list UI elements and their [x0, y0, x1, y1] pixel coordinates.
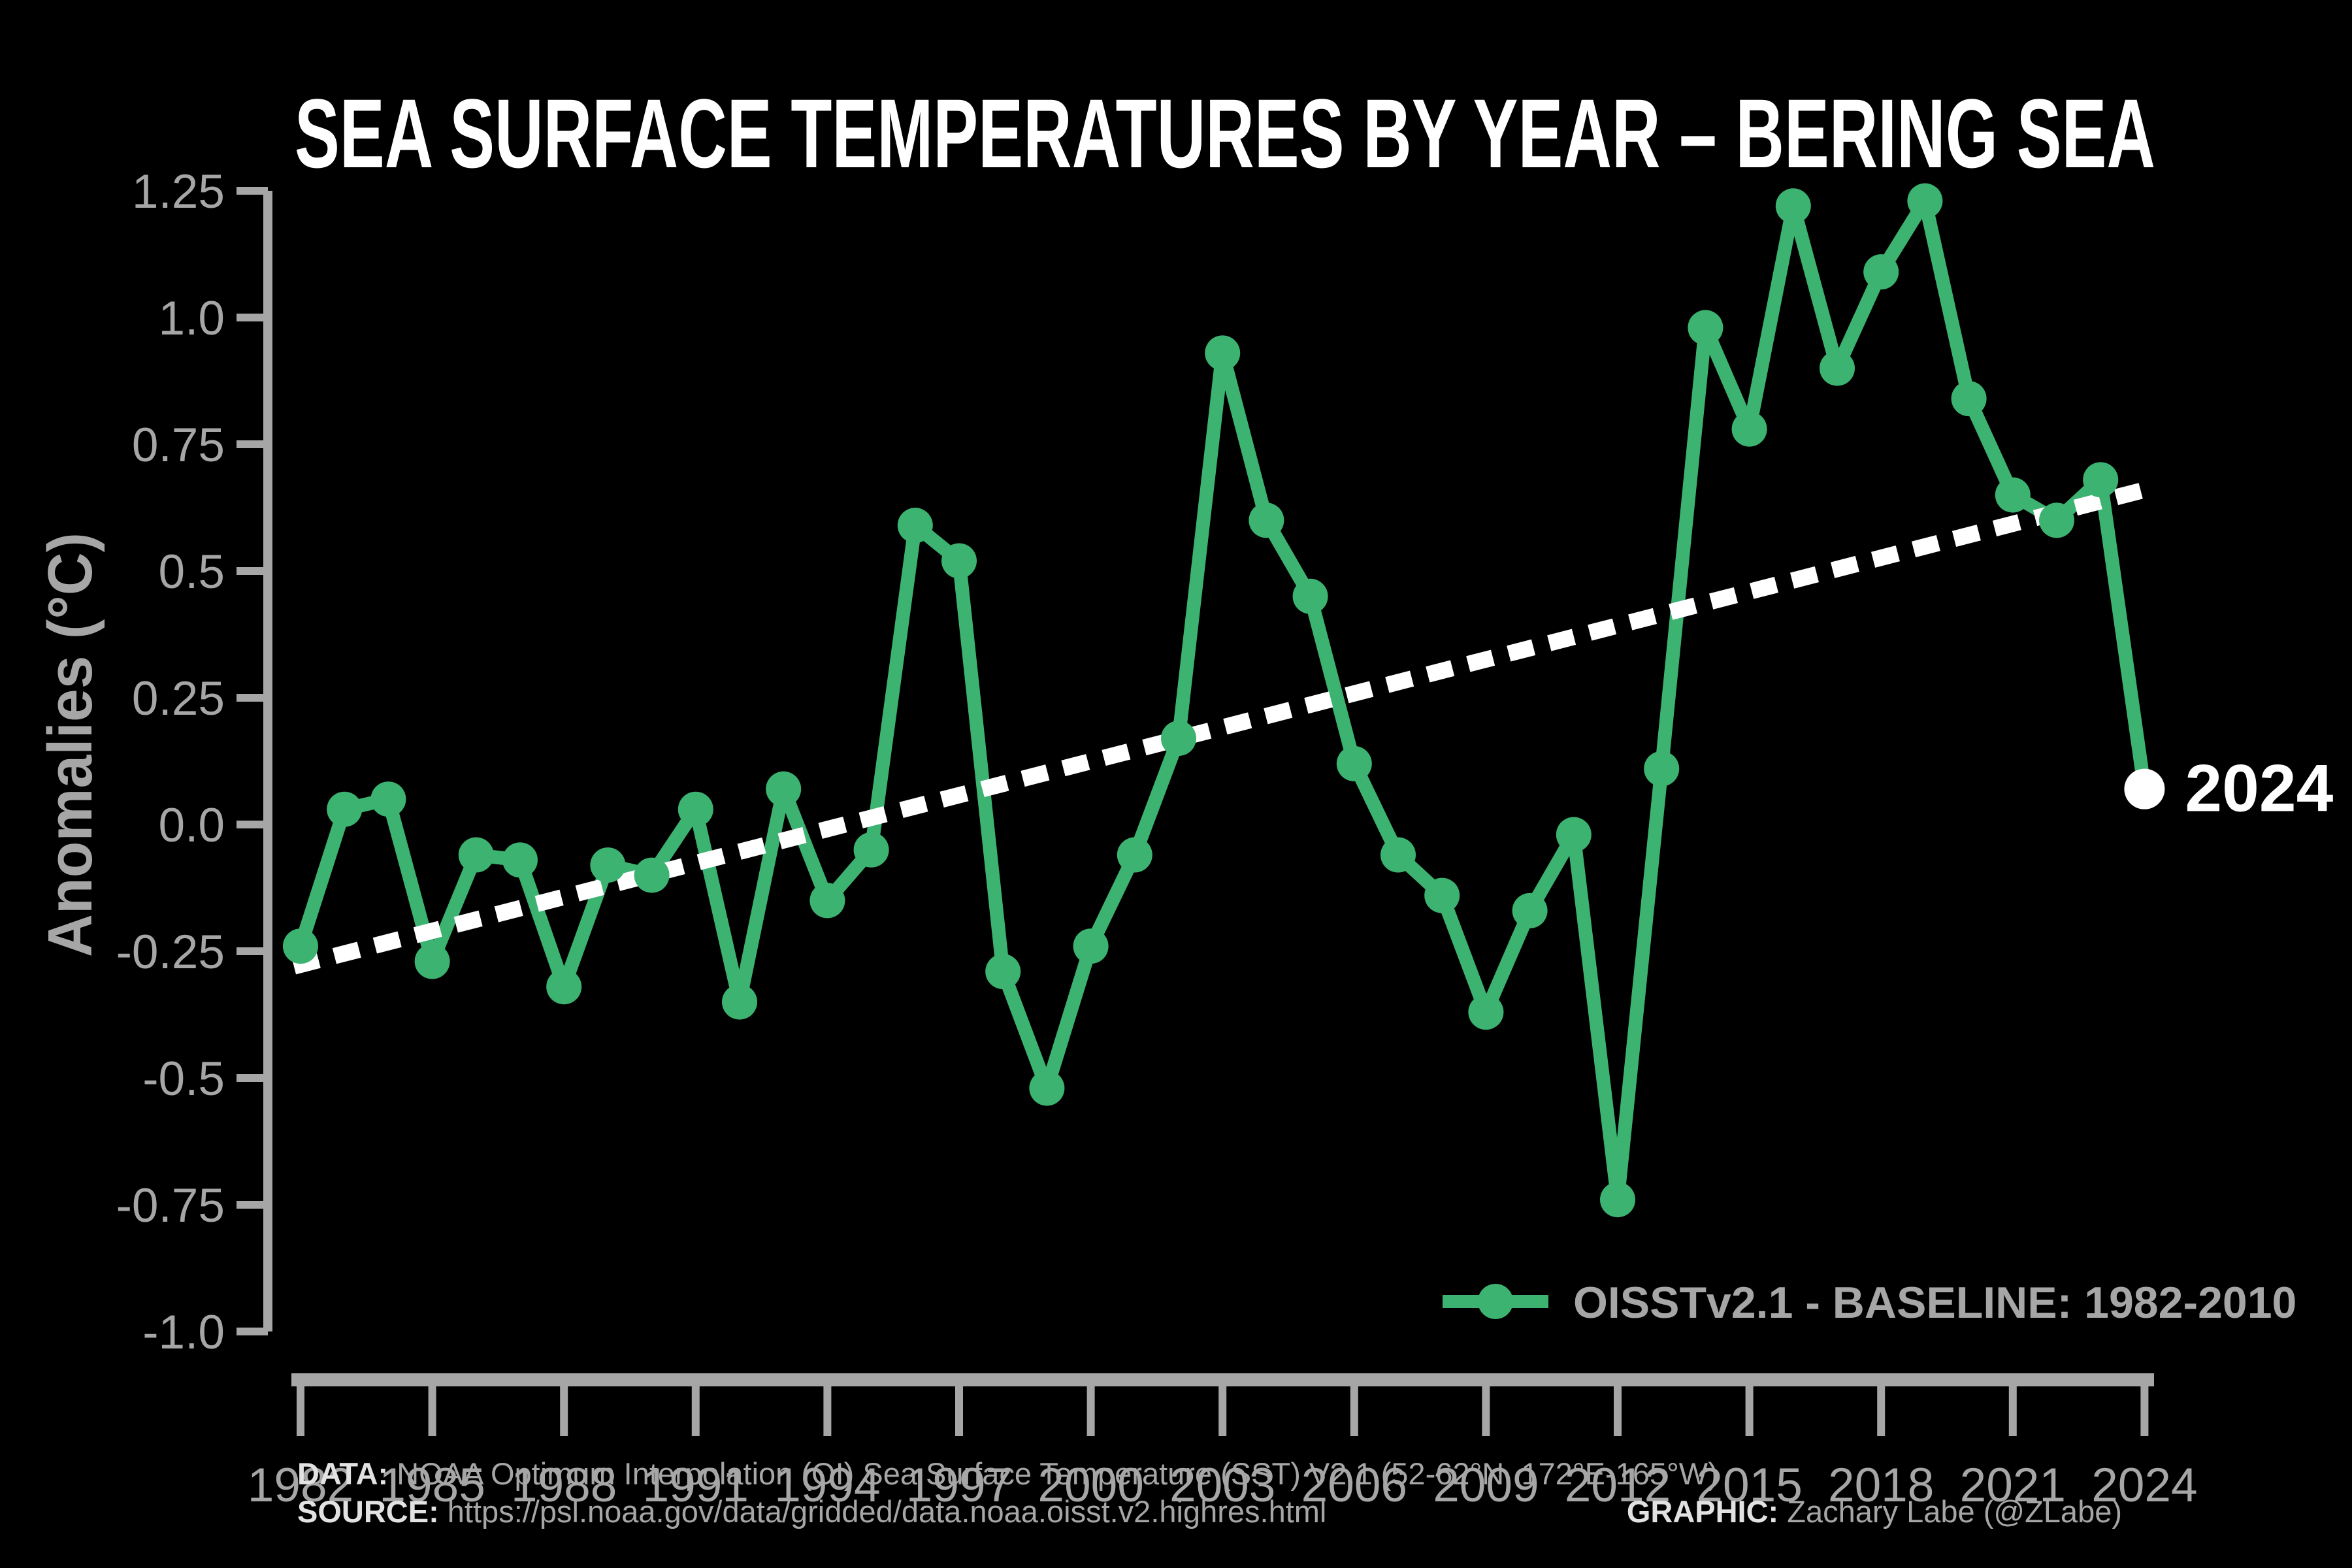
year-marker — [1161, 721, 1196, 757]
y-tick-label: 0.5 — [159, 546, 225, 598]
axes-layer: 1.25 1.0 0.75 0.5 0.25 0.0 -0.25 -0.5 -0.75 -1.0 1… — [116, 165, 2198, 1512]
year-marker — [1644, 751, 1680, 787]
year-marker — [1117, 837, 1152, 873]
year-marker — [1556, 817, 1592, 853]
y-tick-label: -0.25 — [116, 926, 225, 979]
year-marker — [1775, 188, 1811, 224]
x-tick-label: 1997 — [906, 1459, 1012, 1512]
year-marker — [1468, 994, 1504, 1030]
x-tick-label: 2006 — [1301, 1459, 1407, 1512]
year-marker — [590, 847, 626, 883]
legend-label: OISSTv2.1 - BASELINE: 1982-2010 — [1573, 1278, 2296, 1328]
year-marker — [766, 771, 802, 807]
year-marker — [1424, 877, 1460, 913]
y-axis-title: Anomalies (°C) — [35, 532, 105, 957]
x-tick-label: 1988 — [511, 1459, 617, 1512]
year-marker — [853, 832, 889, 868]
y-tick-label: 1.25 — [132, 165, 225, 218]
year-marker — [897, 508, 933, 544]
year-marker — [1731, 411, 1767, 447]
x-tick-label: 2000 — [1037, 1459, 1143, 1512]
footer-source-line: SOURCE: https://psl.noaa.gov/data/gridde… — [297, 1494, 1326, 1529]
year-marker — [502, 842, 538, 878]
x-tick-label: 2018 — [1828, 1459, 1934, 1512]
year-marker — [941, 543, 977, 579]
page-title: SEA SURFACE TEMPERATURES BY YEAR – BERIN… — [295, 78, 2155, 188]
year-marker — [1820, 350, 1855, 386]
y-tick-label: 1.0 — [159, 292, 225, 345]
legend-marker-icon — [1478, 1284, 1513, 1319]
year-marker — [370, 781, 406, 817]
series-layer: 2024 — [283, 183, 2334, 1218]
year-marker — [1951, 381, 1987, 417]
year-marker — [1073, 928, 1109, 964]
year-marker — [678, 791, 713, 827]
annotation-2024-label: 2024 — [2185, 751, 2333, 826]
year-marker — [1688, 310, 1723, 346]
y-tick-label: 0.25 — [132, 672, 225, 725]
year-marker — [414, 943, 450, 979]
footer-graphic-label: GRAPHIC: — [1627, 1494, 1778, 1529]
y-tick-label: -0.5 — [142, 1053, 225, 1105]
year-marker — [1292, 578, 1328, 614]
y-tick-label: -0.75 — [116, 1179, 225, 1232]
year-marker — [2083, 462, 2119, 498]
year-marker — [985, 954, 1021, 990]
year-marker — [1863, 254, 1899, 290]
y-tick-label: 0.75 — [132, 419, 225, 472]
year-marker — [458, 837, 494, 873]
year-marker — [1512, 892, 1548, 928]
trend-line — [291, 482, 2147, 975]
x-tick-label: 1985 — [379, 1459, 485, 1512]
year-marker — [1336, 745, 1372, 781]
legend: OISSTv2.1 - BASELINE: 1982-2010 — [1443, 1278, 2296, 1328]
year-marker — [1600, 1182, 1635, 1218]
y-tick-label: 0.0 — [159, 799, 225, 852]
x-tick-label: 2012 — [1565, 1459, 1671, 1512]
footer-source-label: SOURCE: — [297, 1494, 439, 1529]
x-tick-label: 2003 — [1169, 1459, 1275, 1512]
x-tick-label: 1994 — [774, 1459, 880, 1512]
year-marker — [1029, 1070, 1065, 1106]
year-marker — [283, 928, 318, 964]
x-tick-label: 2024 — [2091, 1459, 2197, 1512]
footer: DATA: NOAA Optimum Interpolation (OI) Se… — [297, 1456, 2122, 1529]
year-marker — [1249, 502, 1284, 538]
year-marker — [546, 969, 582, 1005]
footer-source-value: https://psl.noaa.gov/data/gridded/data.n… — [448, 1494, 1327, 1529]
x-tick-label: 1982 — [248, 1459, 353, 1512]
year-marker — [634, 857, 670, 893]
footer-data-line: DATA: NOAA Optimum Interpolation (OI) Se… — [297, 1456, 1718, 1491]
y-tick-label: -1.0 — [142, 1306, 225, 1359]
year-marker — [1380, 837, 1416, 873]
x-tick-label: 2015 — [1696, 1459, 1802, 1512]
x-tick-label: 1991 — [643, 1459, 749, 1512]
year-marker — [327, 791, 363, 827]
footer-graphic-line: GRAPHIC: Zachary Labe (@ZLabe) — [1627, 1494, 2122, 1529]
x-tick-label: 2009 — [1433, 1459, 1539, 1512]
year-marker — [1907, 183, 1943, 219]
year-marker — [2039, 502, 2074, 538]
year-marker — [722, 984, 757, 1020]
footer-graphic-value: Zachary Labe (@ZLabe) — [1787, 1494, 2122, 1529]
year-marker — [1205, 335, 1241, 371]
x-tick-label: 2021 — [1960, 1459, 2066, 1512]
footer-data-value: NOAA Optimum Interpolation (OI) Sea Surf… — [397, 1456, 1718, 1491]
year-marker — [1995, 477, 2031, 513]
year-marker — [809, 883, 845, 919]
marker-2024 — [2124, 768, 2165, 809]
footer-data-label: DATA: — [297, 1456, 388, 1491]
